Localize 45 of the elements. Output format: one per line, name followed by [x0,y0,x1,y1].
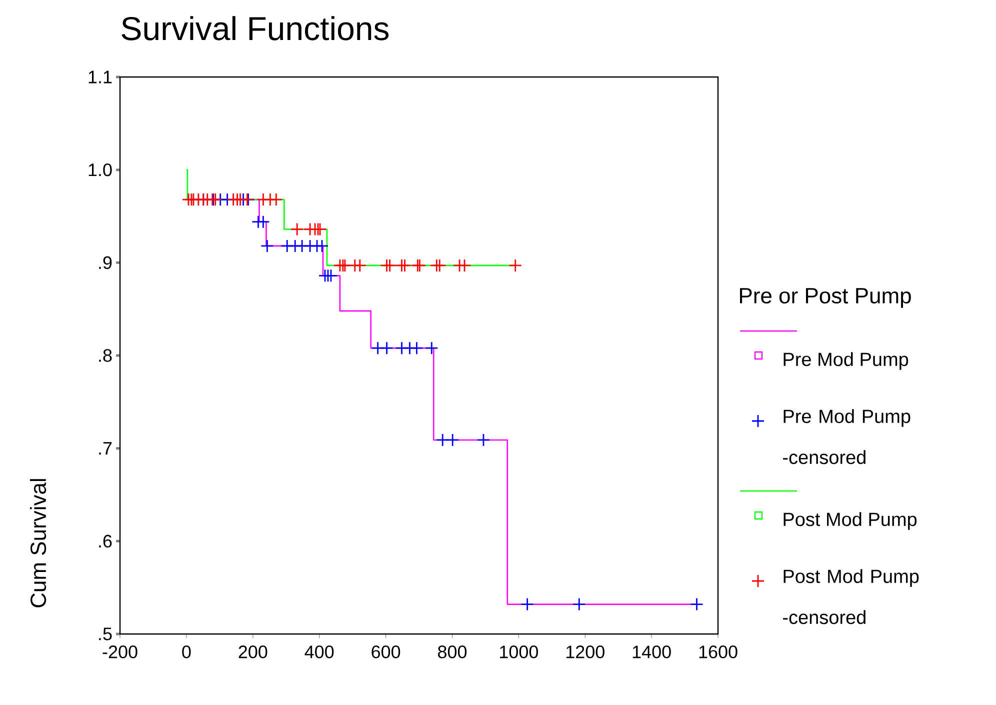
x-tick-label: 600 [372,646,400,658]
point [436,433,450,447]
y-tick-label: 1.1 [88,70,112,84]
x-tick-label: 1200 [566,646,604,658]
point [424,341,438,355]
point [315,239,329,253]
legend-title: Pre or Post Pump [740,288,911,308]
x-tick-label: 0 [182,646,191,658]
y-tick-label: .6 [99,534,112,548]
y-tick-label: .8 [99,349,112,362]
text: Post Mod Pump -censored [783,569,919,624]
x-tick-label: 400 [304,646,334,658]
point [458,258,472,272]
y-tick-label: 1.0 [88,163,112,176]
y-axis-title: Cum Survival [30,479,46,608]
point [520,598,534,611]
x-tick-label: 1000 [500,646,538,658]
point [508,258,522,272]
point [269,192,283,206]
point [260,239,274,253]
point [572,598,586,611]
point [383,258,396,272]
y-tick-label: .5 [99,628,112,640]
x-tick-label: -200 [102,646,138,658]
point [432,258,446,272]
legend-label: Post Mod Pump [784,512,917,530]
y-tick-label: .9 [99,256,112,270]
point [256,215,270,229]
point [476,433,490,447]
legend-label: Pre Mod Pump [784,352,908,370]
point [410,341,424,355]
x-tick-label: 800 [438,646,467,658]
point [446,433,460,447]
point [690,598,704,611]
point [380,341,394,355]
point [290,222,304,236]
point [324,268,338,282]
point [353,258,367,272]
point [398,258,412,272]
y-tick-label: .7 [99,442,112,455]
x-tick-label: 1400 [632,646,671,658]
x-tick-label: 200 [238,646,268,658]
x-tick-label: 1600 [699,646,738,658]
text: Pre Mod Pump -censored [783,409,910,464]
chart-title: Survival Functions [122,16,389,40]
